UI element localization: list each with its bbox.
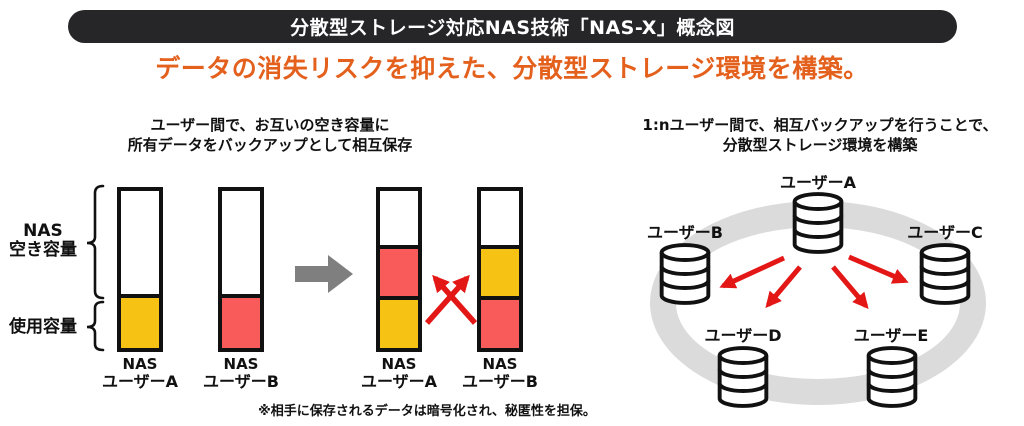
bar-after-user-a-label: NAS ユーザーA: [344, 355, 454, 391]
right-heading-line2: 分散型ストレージ環境を構築: [722, 136, 918, 154]
bar-before-user-b-label: NAS ユーザーB: [186, 355, 296, 391]
database-icon-user-b: [659, 243, 711, 305]
bar-label-line1: NAS: [122, 355, 158, 373]
bar-label-line1: NAS: [381, 355, 417, 373]
capacity-segment: [380, 191, 418, 245]
cross-arrow-up-right-icon: [424, 274, 470, 325]
capacity-segment: [222, 191, 260, 294]
capacity-segment: [481, 244, 519, 297]
node-label-user-a: ユーザーA: [779, 173, 857, 192]
capacity-segment: [121, 191, 159, 294]
subtitle: データの消失リスクを抑えた、分散型ストレージ環境を構築。: [155, 54, 869, 83]
node-label-user-b: ユーザーB: [647, 223, 723, 242]
encryption-note: ※相手に保存されるデータは暗号化され、秘匿性を担保。: [258, 404, 596, 419]
left-panel-heading: ユーザー間で、お互いの空き容量に 所有データをバックアップとして相互保存: [110, 115, 430, 155]
capacity-segment: [121, 293, 159, 348]
bar-label-line1: NAS: [223, 355, 259, 373]
left-heading-line2: 所有データをバックアップとして相互保存: [127, 136, 413, 154]
right-panel-heading: 1:nユーザー間で、相互バックアップを行うことで、 分散型ストレージ環境を構築: [622, 115, 1018, 155]
capacity-brace-icon: [86, 184, 105, 352]
bar-after-user-b: [477, 187, 523, 352]
database-icon-user-a: [792, 192, 844, 254]
exchange-arrows-icon: [424, 274, 478, 325]
legend-free-capacity: NAS 空き容量: [0, 222, 86, 260]
page-title: 分散型ストレージ対応NAS技術「NAS-X」概念図: [290, 17, 735, 39]
free-capacity-brace-icon: [86, 184, 105, 300]
database-icon-user-d: [717, 346, 769, 408]
legend-free-line1: NAS: [23, 221, 63, 241]
arrow-a-to-d-icon: [765, 265, 802, 309]
bar-label-line2: ユーザーB: [203, 372, 279, 391]
left-heading-line1: ユーザー間で、お互いの空き容量に: [150, 116, 390, 134]
legend-free-line2: 空き容量: [9, 240, 77, 260]
capacity-segment: [481, 191, 519, 245]
arrow-a-to-e-icon: [831, 265, 869, 310]
bar-before-user-b: [218, 187, 264, 352]
node-label-user-d: ユーザーD: [704, 326, 782, 345]
database-icon-user-e: [866, 346, 918, 408]
bar-after-user-b-label: NAS ユーザーB: [445, 355, 555, 391]
bar-label-line2: ユーザーA: [360, 372, 438, 391]
right-block-arrow-icon: [295, 255, 353, 293]
bar-before-user-a: [117, 187, 163, 352]
legend-used-capacity: 使用容量: [0, 318, 86, 337]
bar-before-user-a-label: NAS ユーザーA: [85, 355, 195, 391]
capacity-segment: [481, 296, 519, 349]
node-label-user-c: ユーザーC: [907, 223, 983, 242]
used-capacity-brace-icon: [86, 300, 105, 352]
arrow-a-to-b-icon: [719, 255, 786, 289]
capacity-segment: [222, 293, 260, 348]
title-bar: 分散型ストレージ対応NAS技術「NAS-X」概念図: [68, 10, 957, 43]
bar-label-line1: NAS: [482, 355, 518, 373]
right-heading-line1: 1:nユーザー間で、相互バックアップを行うことで、: [642, 116, 998, 134]
capacity-segment: [380, 244, 418, 297]
capacity-segment: [380, 296, 418, 349]
bar-label-line2: ユーザーA: [101, 372, 179, 391]
legend-used-label: 使用容量: [9, 317, 77, 337]
node-label-user-e: ユーザーE: [853, 326, 929, 345]
transform-arrow-icon: [295, 255, 353, 293]
bar-after-user-a: [376, 187, 422, 352]
bar-label-line2: ユーザーB: [462, 372, 538, 391]
backup-arrows-icon: [719, 254, 909, 310]
arrow-a-to-c-icon: [848, 254, 909, 284]
cross-arrow-up-left-icon: [432, 274, 478, 325]
database-icon-user-c: [919, 243, 971, 305]
